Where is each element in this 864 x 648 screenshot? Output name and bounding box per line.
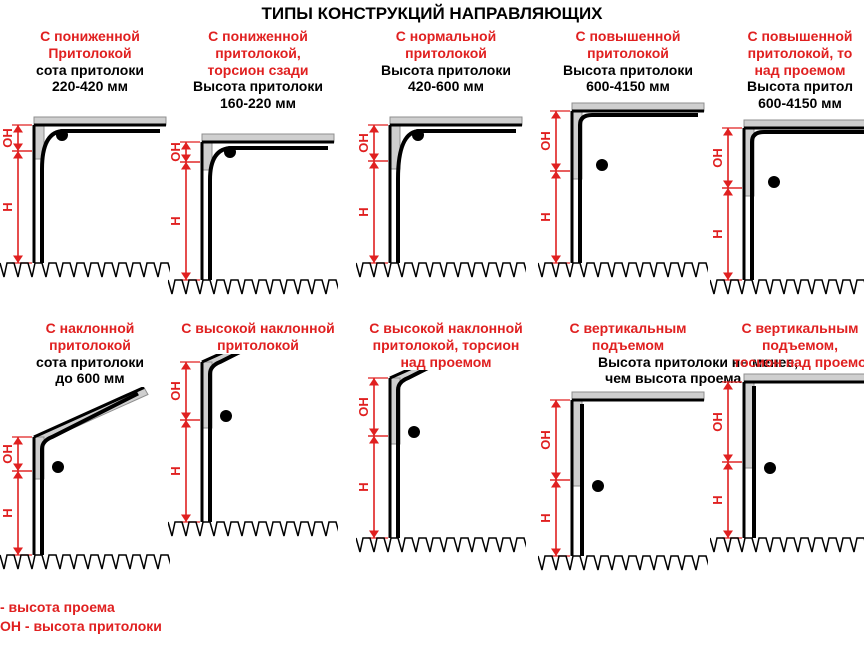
panel-title-black: Высота притолоки 600-4150 мм <box>538 62 718 96</box>
panel-figure: ОН Н <box>710 370 864 560</box>
panel-p4: С повышенной притолокойВысота притолоки … <box>538 28 718 285</box>
panel-svg: ОН Н <box>710 112 864 302</box>
svg-text:ОН: ОН <box>538 430 553 450</box>
panel-svg: ОН Н <box>356 95 526 285</box>
panel-p9: С вертикальным подъемомВысота притолоки … <box>538 320 718 578</box>
svg-text:ОН: ОН <box>710 148 725 168</box>
panel-title-red: С повышенной притолокой <box>538 28 718 62</box>
panel-figure: ОН Н <box>0 95 180 285</box>
panel-title-black: сота притолоки до 600 мм <box>0 354 180 388</box>
panel-title-red: С повышенной притолокой, то над проемом <box>710 28 864 78</box>
svg-text:Н: Н <box>356 207 371 216</box>
panel-title-red: С вертикальным подъемом <box>538 320 718 354</box>
panel-title-red: С пониженной Притолокой <box>0 28 180 62</box>
svg-text:ОН: ОН <box>356 398 371 418</box>
panel-figure: ОН Н <box>538 95 718 285</box>
panel-svg: ОН Н <box>710 370 864 560</box>
panel-title-black: Высота притолоки 160-220 мм <box>168 78 348 112</box>
panel-title-red: С наклонной притолокой <box>0 320 180 354</box>
panel-p8: С высокой наклонной притолокой, торсион … <box>356 320 536 560</box>
panel-p6: С наклонной притолокойсота притолоки до … <box>0 320 180 577</box>
panel-title-black: Высота притолоки 420-600 мм <box>356 62 536 96</box>
panel-figure: ОН Н <box>0 387 180 577</box>
panel-svg: ОН Н <box>0 387 170 577</box>
panel-svg: ОН Н <box>168 354 338 544</box>
svg-text:Н: Н <box>538 513 553 522</box>
page-title: ТИПЫ КОНСТРУКЦИЙ НАПРАВЛЯЮЩИХ <box>0 4 864 24</box>
svg-text:Н: Н <box>168 466 183 475</box>
svg-text:ОН: ОН <box>168 381 183 401</box>
panel-p1: С пониженной Притолокойсота притолоки 22… <box>0 28 180 285</box>
svg-text:Н: Н <box>538 212 553 221</box>
svg-text:ОН: ОН <box>0 128 15 148</box>
panel-title-black: Высота притол 600-4150 мм <box>710 78 864 112</box>
panel-title-red: С нормальной притолокой <box>356 28 536 62</box>
svg-text:Н: Н <box>168 216 183 225</box>
svg-text:ОН: ОН <box>0 444 15 464</box>
legend: - высота проема ОН - высота притолоки <box>0 598 162 636</box>
panel-svg: ОН Н <box>538 95 708 285</box>
panel-figure: ОН Н <box>168 354 348 544</box>
panel-figure: ОН Н <box>710 112 864 302</box>
svg-text:ОН: ОН <box>538 131 553 151</box>
svg-text:Н: Н <box>710 229 725 238</box>
panel-title-red: С высокой наклонной притолокой, торсион … <box>356 320 536 370</box>
panel-p10: С вертикальным подъемом, тосион над прое… <box>710 320 864 560</box>
panel-figure: ОН Н <box>356 370 536 560</box>
svg-text:Н: Н <box>0 202 15 211</box>
panel-figure: ОН Н <box>168 112 348 302</box>
panel-title-black: сота притолоки 220-420 мм <box>0 62 180 96</box>
panel-title-red: С высокой наклонной притолокой <box>168 320 348 354</box>
svg-text:Н: Н <box>0 508 15 517</box>
panel-figure: ОН Н <box>356 95 536 285</box>
panel-p2: С пониженной притолокой, торсион сзадиВы… <box>168 28 348 302</box>
svg-text:Н: Н <box>356 483 371 492</box>
panel-p5: С повышенной притолокой, то над проемомВ… <box>710 28 864 302</box>
panel-title-red: С пониженной притолокой, торсион сзади <box>168 28 348 78</box>
panel-p7: С высокой наклонной притолокой ОН Н <box>168 320 348 544</box>
panel-svg: ОН Н <box>538 388 708 578</box>
svg-text:ОН: ОН <box>356 133 371 153</box>
svg-text:Н: Н <box>710 496 725 505</box>
panel-figure: ОН Н <box>538 388 718 578</box>
panel-p3: С нормальной притолокойВысота притолоки … <box>356 28 536 285</box>
panel-svg: ОН Н <box>168 112 338 302</box>
svg-text:ОН: ОН <box>710 413 725 433</box>
panel-svg: ОН Н <box>0 95 170 285</box>
panel-svg: ОН Н <box>356 370 526 560</box>
panel-title-red: С вертикальным подъемом, тосион над прое… <box>710 320 864 370</box>
svg-text:ОН: ОН <box>168 142 183 162</box>
